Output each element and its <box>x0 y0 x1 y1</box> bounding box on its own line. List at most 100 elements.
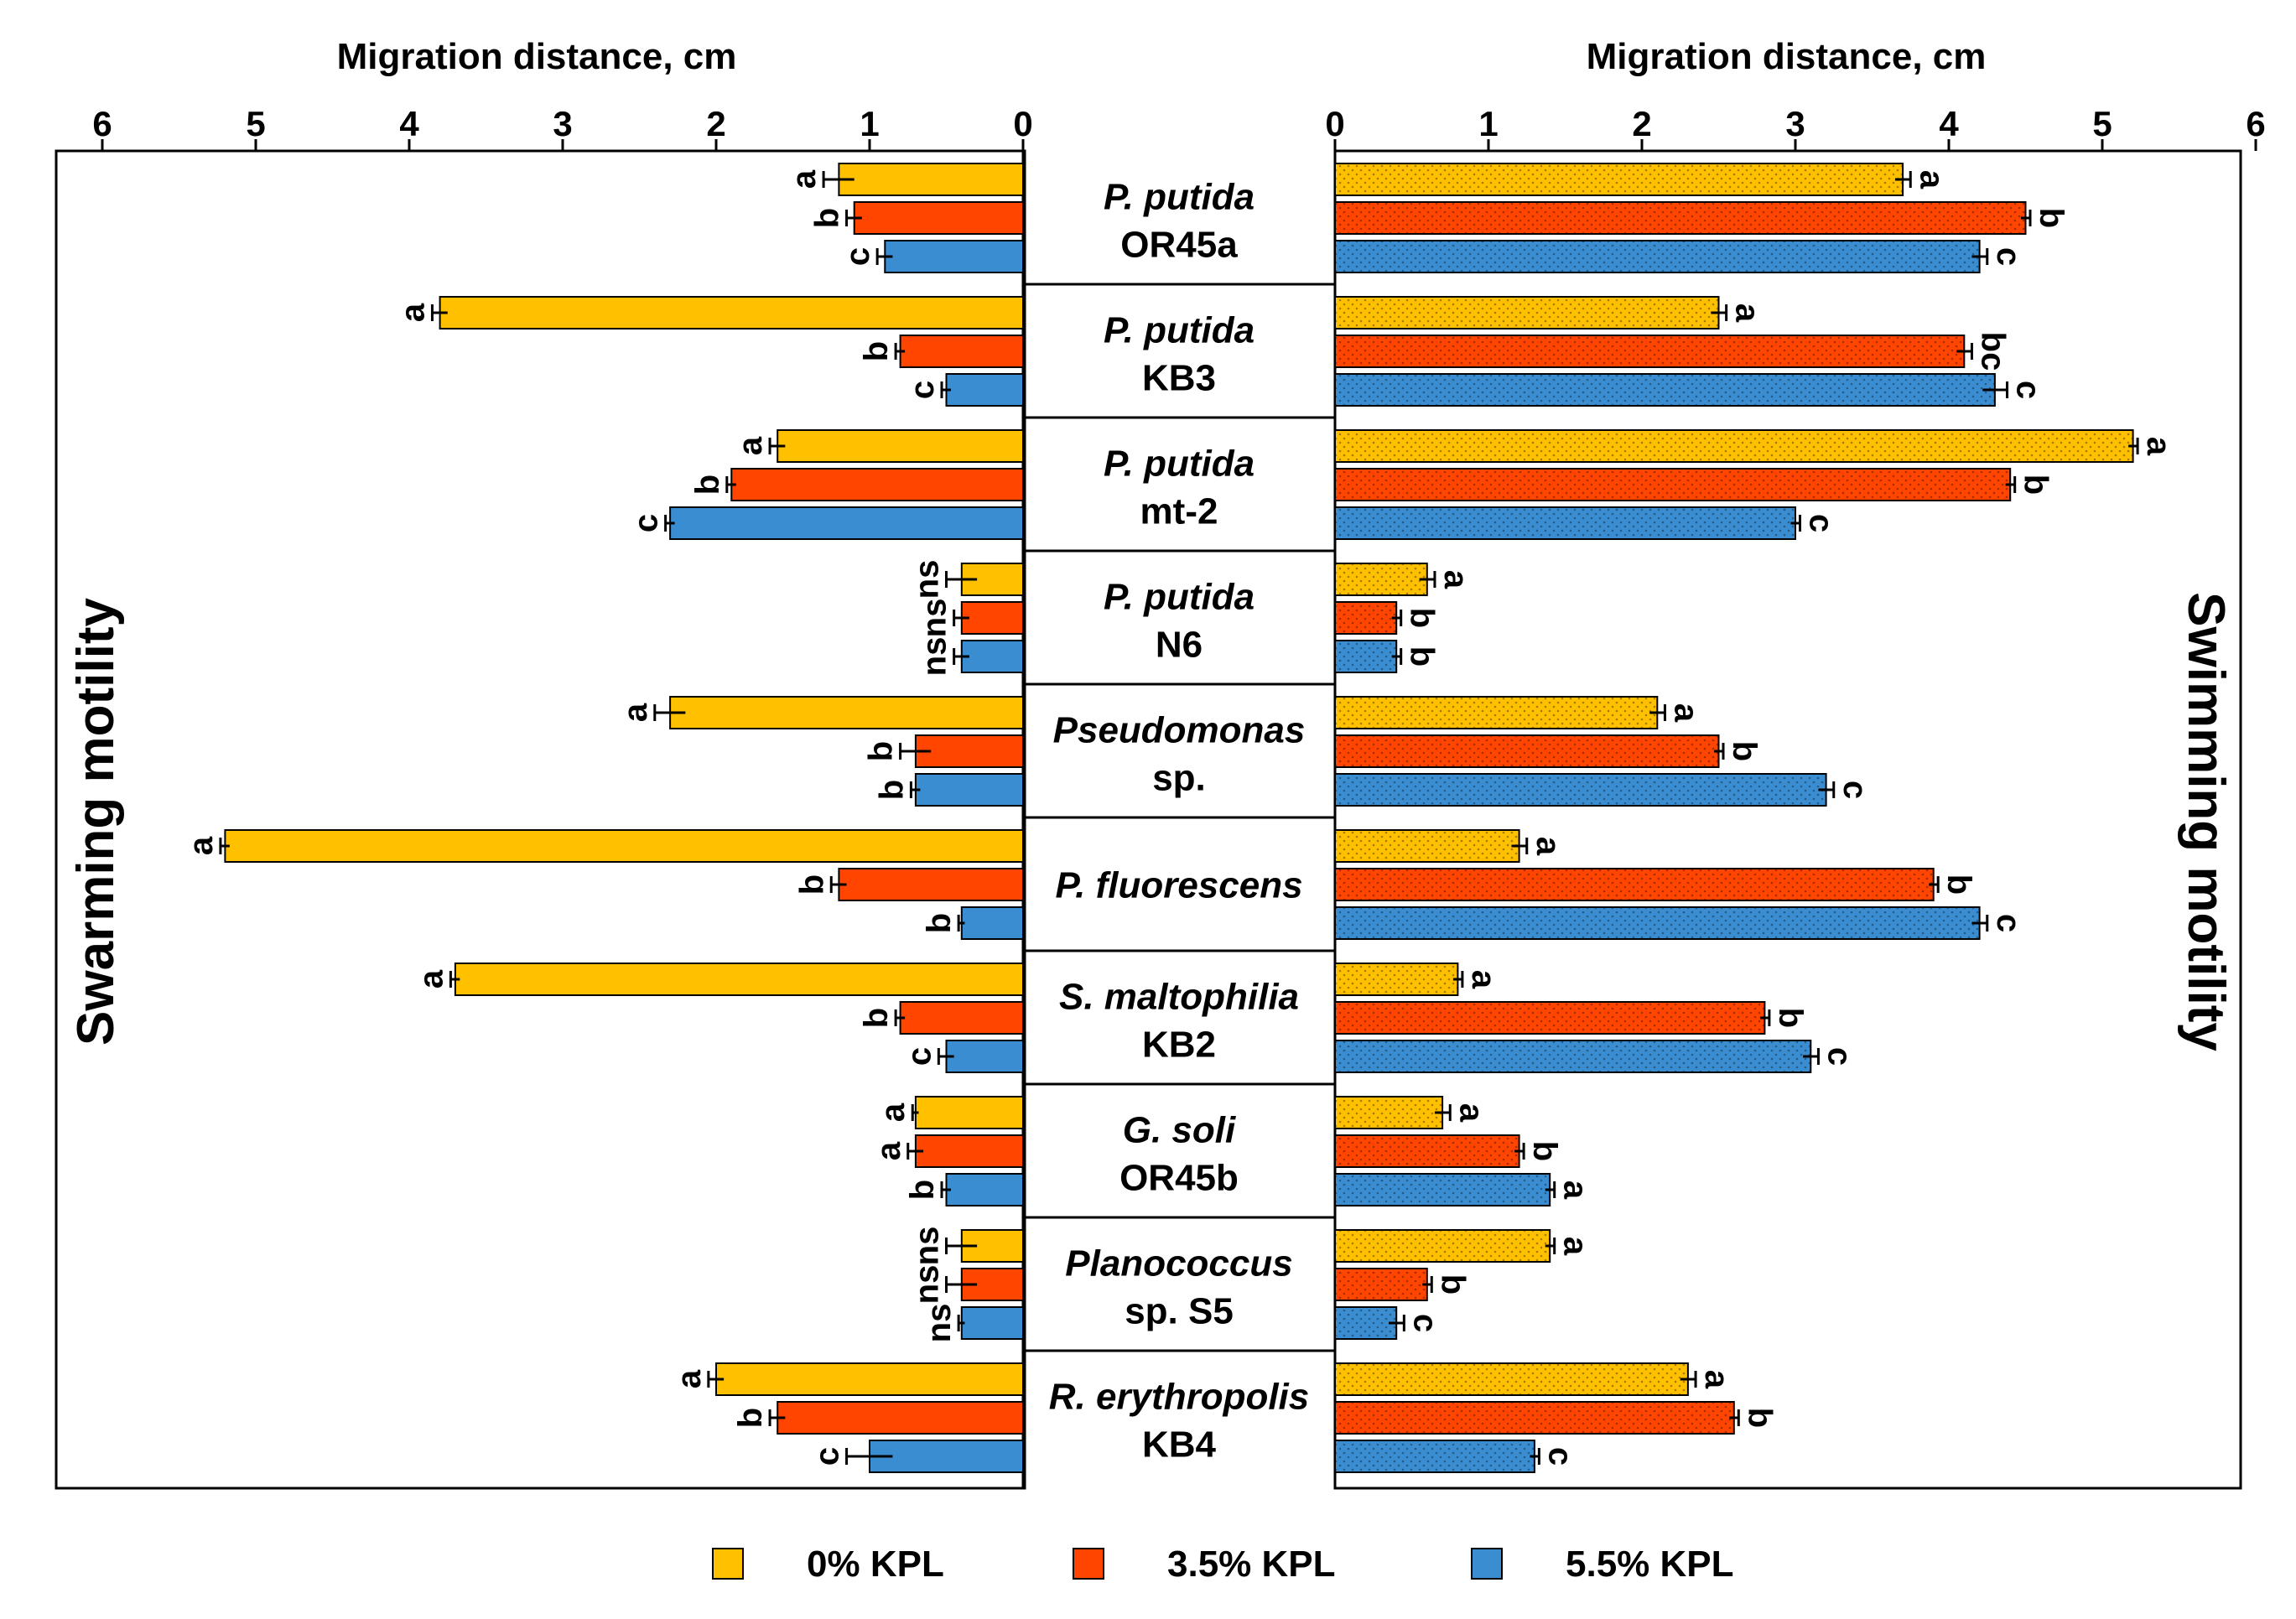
swarming-significance-label: b <box>809 208 846 228</box>
swarming-bar <box>730 468 1024 501</box>
swimming-bar-texture <box>1335 697 1658 729</box>
swimming-bar-texture <box>1335 374 1995 406</box>
left-axis-tick-label: 3 <box>553 104 572 143</box>
legend-swatch <box>1471 1548 1503 1580</box>
swarming-significance-label: a <box>875 1103 912 1122</box>
right-axis-tick-label: 6 <box>2246 104 2265 143</box>
swimming-significance-label: c <box>1406 1314 1443 1332</box>
swimming-bar-texture <box>1335 1440 1535 1472</box>
swarming-significance-label: a <box>617 703 654 722</box>
left-axis-tick-label: 4 <box>399 104 419 143</box>
swarming-significance-label: b <box>904 1180 941 1200</box>
swarming-bar <box>960 906 1025 940</box>
swarming-significance-label: ns <box>909 1227 946 1266</box>
swimming-significance-label: b <box>1526 1141 1563 1161</box>
swimming-bar-texture <box>1335 1040 1811 1072</box>
swimming-significance-label: a <box>1437 570 1474 589</box>
right-axis-tick-label: 0 <box>1325 104 1344 143</box>
swimming-bar-texture <box>1335 1269 1427 1300</box>
species-label-line2: mt-2 <box>1140 491 1218 532</box>
right-axis-tick-label: 2 <box>1632 104 1651 143</box>
swimming-bar-texture <box>1335 1097 1443 1129</box>
left-axis-title: Migration distance, cm <box>337 36 737 77</box>
right-panel-title: Swimming motility <box>2177 592 2235 1051</box>
species-label-line1: Planococcus <box>1065 1243 1292 1284</box>
left-axis-tick-label: 5 <box>246 104 265 143</box>
swarming-bar <box>224 829 1024 863</box>
swarming-significance-label: b <box>858 1008 895 1028</box>
swimming-bar-texture <box>1335 963 1458 995</box>
swarming-significance-label: ns <box>909 560 946 599</box>
swimming-significance-label: b <box>1726 741 1763 761</box>
swarming-bar <box>853 201 1025 235</box>
swarming-significance-label: b <box>689 475 726 495</box>
swimming-bar-texture <box>1335 1402 1734 1434</box>
species-label-line1: G. soli <box>1123 1110 1236 1151</box>
swimming-bar-texture <box>1335 830 1519 862</box>
swimming-significance-label: a <box>1698 1370 1735 1389</box>
swimming-bar-texture <box>1335 907 1980 939</box>
swarming-bar <box>914 773 1025 807</box>
species-label-line1: P. putida <box>1104 444 1254 485</box>
swimming-bar-texture <box>1335 241 1980 272</box>
swarming-bar <box>777 429 1024 463</box>
swimming-bar-texture <box>1335 335 1965 367</box>
swarming-bar <box>945 373 1024 407</box>
swarming-significance-label: ns <box>917 599 953 638</box>
swarming-bar <box>454 963 1024 996</box>
swarming-bar <box>777 1401 1024 1435</box>
swimming-bar-texture <box>1335 163 1904 195</box>
swarming-significance-label: c <box>809 1447 846 1466</box>
swimming-bar-texture <box>1335 1230 1551 1262</box>
swarming-bar <box>669 506 1024 540</box>
species-label-line2: N6 <box>1156 625 1203 666</box>
swarming-significance-label: ns <box>917 637 953 677</box>
swarming-significance-label: a <box>394 303 431 322</box>
legend-swatch <box>712 1548 744 1580</box>
swarming-bar <box>914 1134 1025 1168</box>
species-label-line2: KB4 <box>1142 1424 1217 1466</box>
swarming-bar <box>838 868 1025 901</box>
species-label-line2: OR45b <box>1119 1158 1239 1199</box>
swarming-significance-label: ns <box>921 1304 958 1343</box>
swimming-significance-label: b <box>1434 1274 1471 1295</box>
swarming-bar <box>899 1001 1024 1035</box>
swimming-significance-label: a <box>1557 1181 1594 1200</box>
swarming-significance-label: ns <box>909 1265 946 1305</box>
swimming-bar-texture <box>1335 735 1719 767</box>
swimming-significance-label: c <box>1821 1047 1857 1066</box>
species-labels: P. putida OR45a P. putida KB3 P. putida mt-2 P… <box>1049 177 1310 1466</box>
swimming-bar-texture <box>1335 602 1397 634</box>
swarming-bar <box>884 240 1025 273</box>
swimming-significance-label: a <box>1530 837 1566 856</box>
species-label-line2: KB2 <box>1142 1025 1216 1066</box>
swimming-bar-texture <box>1335 1307 1397 1339</box>
right-axis-tick-label: 3 <box>1785 104 1805 143</box>
right-axis-tick-label: 4 <box>1939 104 1959 143</box>
species-label-line2: KB3 <box>1142 358 1216 399</box>
axes: 6 5 4 3 2 1 0 0 1 2 3 4 5 6 <box>92 104 2266 1488</box>
swarming-significance-label: b <box>732 1408 769 1428</box>
swimming-significance-label: a <box>2140 437 2177 456</box>
swimming-significance-label: a <box>1465 970 1502 989</box>
swimming-bar-texture <box>1335 202 2026 234</box>
swimming-bar-texture <box>1335 641 1397 672</box>
swarming-significance-label: a <box>413 969 449 989</box>
legend-label: 0% KPL <box>807 1544 944 1585</box>
species-label-line1: R. erythropolis <box>1049 1377 1310 1418</box>
swarming-significance-label: b <box>863 741 900 761</box>
swimming-significance-label: a <box>1452 1103 1489 1123</box>
swimming-significance-label: b <box>1404 608 1441 628</box>
legend-label: 5.5% KPL <box>1566 1544 1734 1585</box>
swimming-significance-label: a <box>1913 170 1950 189</box>
swarming-bar <box>960 601 1025 635</box>
legend: 0% KPL 3.5% KPL 5.5% KPL <box>712 1544 1734 1585</box>
swarming-significance-label: a <box>671 1369 708 1388</box>
swimming-bar-texture <box>1335 507 1795 539</box>
left-axis-tick-label: 1 <box>860 104 879 143</box>
swimming-bar-texture <box>1335 1174 1551 1206</box>
swimming-significance-label: a <box>1667 703 1704 723</box>
legend-label: 3.5% KPL <box>1167 1544 1336 1585</box>
species-label-line1: P. putida <box>1104 310 1254 351</box>
